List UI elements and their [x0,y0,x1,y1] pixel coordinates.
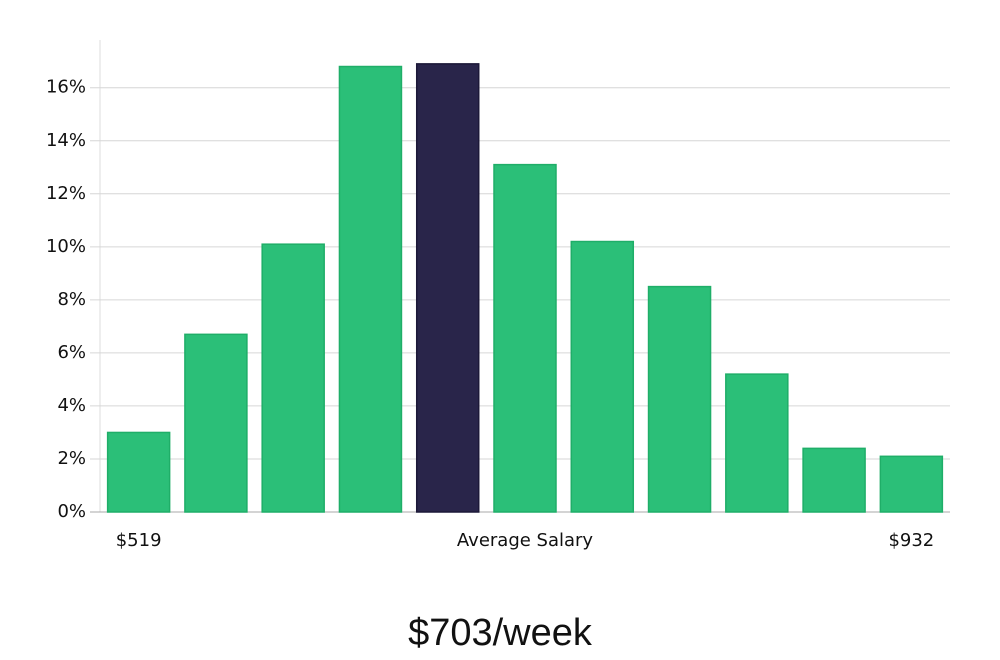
y-tick-label: 4% [57,395,86,416]
bar [106,431,171,513]
y-tick-label: 10% [46,236,86,257]
bar [725,373,789,513]
bar [415,63,480,513]
bar [261,243,325,513]
bar [879,455,944,513]
y-tick-label: 6% [57,342,86,363]
x-axis-label: Average Salary [457,530,594,551]
y-tick-label: 16% [46,77,86,98]
x-tick-label: $932 [888,530,934,551]
bar [184,333,248,513]
x-tick-label: $519 [116,530,162,551]
y-tick-label: 0% [57,501,86,522]
y-tick-label: 8% [57,289,86,310]
y-tick-label: 2% [57,448,86,469]
bar [338,65,403,513]
y-tick-label: 12% [46,183,86,204]
bar [570,240,635,513]
average-salary: $703/week [408,612,593,654]
bar [647,285,712,513]
bar [802,447,866,513]
y-tick-label: 14% [46,130,86,151]
bar [493,163,557,513]
